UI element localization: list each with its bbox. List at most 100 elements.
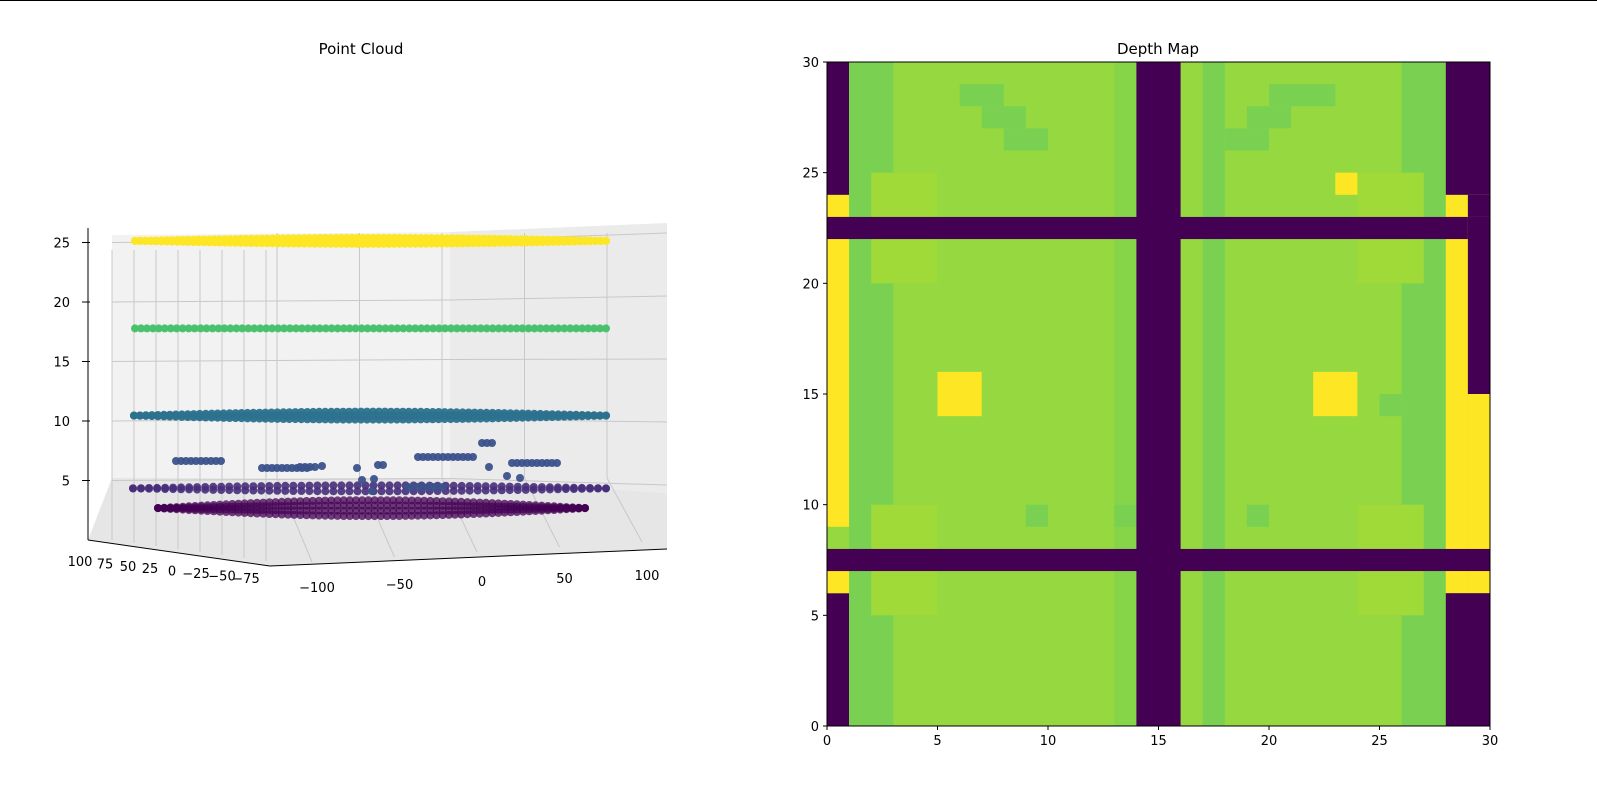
point-layer-2 (470, 324, 479, 333)
point-layer-2 (411, 324, 420, 333)
point-layer-3 (482, 414, 491, 423)
heatmap-cell (827, 194, 850, 217)
point-layer-6 (531, 507, 540, 515)
point-layer-5 (137, 484, 145, 493)
heatmap-cell (827, 216, 850, 527)
point-layer-5 (545, 485, 554, 494)
point-layer-6 (271, 510, 280, 519)
point-layer-5 (457, 486, 466, 495)
point-layer-5 (329, 481, 338, 490)
point-layer-3 (255, 414, 264, 423)
point-layer-3 (303, 415, 312, 424)
point-layer-3 (363, 415, 371, 424)
point-layer-6 (488, 509, 497, 518)
point-layer-3 (141, 411, 150, 420)
point-layer-5 (289, 487, 298, 495)
point-layer-3 (136, 411, 144, 420)
point-layer-5 (337, 481, 346, 490)
point-layer-6 (246, 509, 255, 518)
y-tick-label: 100 (68, 555, 93, 570)
point-layer-2 (506, 324, 515, 333)
heatmap-cell (849, 62, 894, 726)
point-layer-2 (357, 324, 366, 333)
heatmap-cell (1202, 62, 1225, 726)
point-layer-3 (195, 413, 204, 422)
point-layer-6 (284, 510, 292, 519)
point-layer-2 (160, 324, 169, 333)
point-layer-6 (203, 507, 212, 515)
point-cluster (358, 476, 366, 484)
point-layer-3 (231, 414, 240, 423)
point-layer-6 (574, 504, 583, 513)
point-layer-6 (358, 512, 367, 521)
point-layer-3 (542, 413, 551, 422)
point-layer-5 (313, 481, 322, 490)
heatmap-cell (1379, 394, 1402, 417)
point-cluster (553, 459, 561, 467)
point-layer-2 (500, 324, 509, 333)
point-layer-5 (161, 485, 170, 493)
heatmap-cell (959, 84, 1004, 107)
point-layer-3 (189, 413, 198, 422)
point-layer-3 (590, 411, 599, 420)
point-cluster (368, 487, 376, 495)
point-layer-5 (377, 481, 386, 490)
point-layer-5 (153, 484, 162, 493)
point-layer-5 (377, 487, 386, 496)
point-layer-2 (351, 324, 360, 333)
y-tick-label: 10 (802, 499, 819, 514)
point-cluster (379, 461, 387, 469)
point-layer-2 (154, 324, 163, 333)
right-wall (450, 223, 667, 493)
point-layer-6 (345, 512, 354, 520)
point-layer-3 (327, 415, 336, 424)
point-layer-5 (577, 484, 586, 493)
point-layer-6 (184, 506, 193, 514)
point-layer-6 (265, 510, 274, 518)
point-layer-6 (568, 504, 577, 513)
point-layer-2 (148, 324, 157, 333)
point-layer-3 (596, 411, 604, 420)
point-layer-3 (339, 415, 348, 424)
y-axis-line (87, 539, 271, 567)
point-layer-2 (524, 324, 533, 333)
point-layer-5 (497, 486, 506, 495)
point-layer-5 (569, 485, 578, 493)
point-layer-2 (566, 324, 575, 333)
point-layer-6 (395, 512, 404, 520)
point-layer-3 (422, 415, 431, 424)
point-layer-3 (548, 413, 557, 421)
point-layer-6 (339, 512, 348, 520)
point-layer-5 (321, 487, 330, 496)
depth-map-title: Depth Map (1117, 40, 1199, 58)
point-layer-2 (202, 324, 211, 333)
point-layer-6 (290, 510, 299, 519)
z-grid-back (111, 299, 451, 303)
y-tick-label: −75 (232, 572, 259, 587)
point-layer-3 (249, 414, 258, 423)
point-layer-6 (463, 510, 472, 519)
point-layer-2 (417, 324, 426, 333)
point-layer-3 (392, 415, 401, 424)
point-layer-5 (385, 481, 394, 490)
point-layer-3 (357, 415, 365, 424)
point-layer-2 (482, 324, 491, 333)
point-layer-5 (265, 486, 274, 495)
point-layer-3 (470, 414, 479, 423)
z-tick-label: 20 (53, 296, 70, 311)
point-layer-6 (364, 512, 373, 521)
x-tick-label: 5 (933, 734, 941, 749)
depth-map-cells (827, 62, 1490, 726)
point-layer-6 (494, 508, 503, 517)
point-layer-3 (404, 415, 413, 424)
point-layer-2 (315, 324, 324, 333)
point-layer-3 (452, 415, 461, 423)
heatmap-cell (1445, 194, 1468, 217)
point-layer-2 (226, 324, 235, 333)
point-layer-3 (207, 413, 216, 422)
z-grid-right (449, 295, 668, 301)
y-tick-label: 0 (168, 565, 176, 580)
heatmap-cell (1335, 172, 1358, 195)
point-layer-2 (423, 324, 432, 333)
point-layer-5 (521, 485, 530, 494)
